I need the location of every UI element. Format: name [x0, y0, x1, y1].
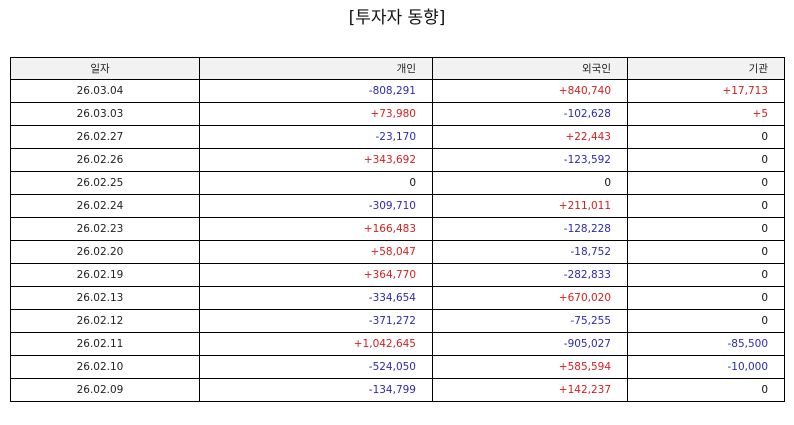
cell-individual: +364,770 [199, 263, 433, 287]
header-individual: 개인 [199, 57, 433, 80]
cell-date: 26.02.20 [10, 240, 200, 264]
cell-date: 26.02.13 [10, 286, 200, 310]
cell-individual: -371,272 [199, 309, 433, 333]
table-row: 26.02.09 -134,799 +142,237 0 [10, 378, 785, 402]
cell-individual: +73,980 [199, 102, 433, 126]
table-row: 26.02.13 -334,654 +670,020 0 [10, 286, 785, 310]
cell-institution: -10,000 [627, 355, 785, 379]
table-row: 26.02.10 -524,050 +585,594 -10,000 [10, 355, 785, 379]
cell-institution: 0 [627, 148, 785, 172]
cell-institution: 0 [627, 240, 785, 264]
cell-date: 26.02.11 [10, 332, 200, 356]
table-row: 26.02.24 -309,710 +211,011 0 [10, 194, 785, 218]
cell-institution: +5 [627, 102, 785, 126]
table-row: 26.02.23 +166,483 -128,228 0 [10, 217, 785, 241]
table-body: 26.03.04 -808,291 +840,740 +17,713 26.03… [10, 79, 785, 402]
table-row: 26.02.19 +364,770 -282,833 0 [10, 263, 785, 287]
cell-foreign: -905,027 [432, 332, 628, 356]
table-row: 26.03.03 +73,980 -102,628 +5 [10, 102, 785, 126]
cell-individual: -808,291 [199, 79, 433, 103]
table-row: 26.02.11 +1,042,645 -905,027 -85,500 [10, 332, 785, 356]
cell-foreign: +840,740 [432, 79, 628, 103]
cell-institution: 0 [627, 171, 785, 195]
table-row: 26.02.25 0 0 0 [10, 171, 785, 195]
cell-individual: +58,047 [199, 240, 433, 264]
cell-date: 26.02.25 [10, 171, 200, 195]
cell-foreign: +585,594 [432, 355, 628, 379]
cell-foreign: +22,443 [432, 125, 628, 149]
header-foreign: 외국인 [432, 57, 628, 80]
cell-date: 26.02.10 [10, 355, 200, 379]
cell-date: 26.02.19 [10, 263, 200, 287]
table-row: 26.02.12 -371,272 -75,255 0 [10, 309, 785, 333]
page-title: [투자자 동향] [348, 8, 446, 28]
header-date: 일자 [10, 57, 200, 80]
cell-foreign: -282,833 [432, 263, 628, 287]
table-row: 26.02.20 +58,047 -18,752 0 [10, 240, 785, 264]
cell-date: 26.02.09 [10, 378, 200, 402]
cell-institution: +17,713 [627, 79, 785, 103]
cell-individual: -524,050 [199, 355, 433, 379]
cell-foreign: +142,237 [432, 378, 628, 402]
cell-individual: +166,483 [199, 217, 433, 241]
cell-foreign: -75,255 [432, 309, 628, 333]
cell-individual: +343,692 [199, 148, 433, 172]
cell-foreign: +211,011 [432, 194, 628, 218]
cell-institution: 0 [627, 286, 785, 310]
cell-institution: 0 [627, 217, 785, 241]
table-row: 26.03.04 -808,291 +840,740 +17,713 [10, 79, 785, 103]
cell-foreign: -123,592 [432, 148, 628, 172]
cell-institution: -85,500 [627, 332, 785, 356]
cell-foreign: -128,228 [432, 217, 628, 241]
cell-individual: -334,654 [199, 286, 433, 310]
cell-individual: 0 [199, 171, 433, 195]
cell-individual: +1,042,645 [199, 332, 433, 356]
cell-institution: 0 [627, 309, 785, 333]
cell-date: 26.02.12 [10, 309, 200, 333]
table-header-row: 일자 개인 외국인 기관 [10, 57, 785, 80]
cell-institution: 0 [627, 378, 785, 402]
cell-date: 26.02.23 [10, 217, 200, 241]
table-row: 26.02.26 +343,692 -123,592 0 [10, 148, 785, 172]
header-institution: 기관 [627, 57, 785, 80]
table-row: 26.02.27 -23,170 +22,443 0 [10, 125, 785, 149]
cell-institution: 0 [627, 263, 785, 287]
cell-date: 26.02.27 [10, 125, 200, 149]
cell-date: 26.02.26 [10, 148, 200, 172]
cell-individual: -134,799 [199, 378, 433, 402]
cell-institution: 0 [627, 194, 785, 218]
cell-individual: -309,710 [199, 194, 433, 218]
investor-trend-table: 일자 개인 외국인 기관 26.03.04 -808,291 +840,740 … [10, 57, 785, 402]
cell-foreign: +670,020 [432, 286, 628, 310]
cell-foreign: -102,628 [432, 102, 628, 126]
cell-individual: -23,170 [199, 125, 433, 149]
cell-institution: 0 [627, 125, 785, 149]
cell-date: 26.03.04 [10, 79, 200, 103]
cell-date: 26.02.24 [10, 194, 200, 218]
cell-foreign: -18,752 [432, 240, 628, 264]
cell-foreign: 0 [432, 171, 628, 195]
cell-date: 26.03.03 [10, 102, 200, 126]
